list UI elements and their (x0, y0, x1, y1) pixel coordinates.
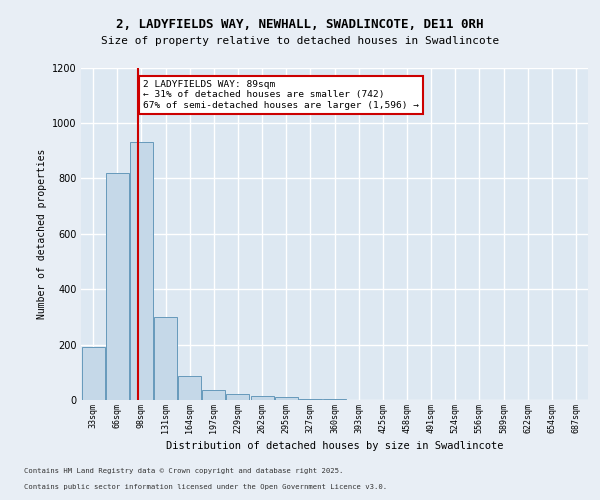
Bar (82, 346, 104, 400)
Bar (226, 394, 250, 400)
Y-axis label: Number of detached properties: Number of detached properties (37, 148, 47, 319)
Text: Contains public sector information licensed under the Open Government Licence v3: Contains public sector information licen… (24, 484, 387, 490)
X-axis label: Distribution of detached houses by size in Swadlincote: Distribution of detached houses by size … (166, 441, 503, 451)
Bar (299, 398, 322, 400)
Text: 2 LADYFIELDS WAY: 89sqm
← 31% of detached houses are smaller (742)
67% of semi-d: 2 LADYFIELDS WAY: 89sqm ← 31% of detache… (143, 80, 419, 110)
Bar (154, 317, 177, 400)
Text: Contains HM Land Registry data © Crown copyright and database right 2025.: Contains HM Land Registry data © Crown c… (24, 468, 343, 473)
Text: Size of property relative to detached houses in Swadlincote: Size of property relative to detached ho… (101, 36, 499, 46)
Bar (106, 173, 128, 400)
Bar (178, 376, 201, 400)
Bar (323, 399, 346, 400)
Bar (130, 142, 153, 400)
Bar (202, 390, 225, 400)
Bar (251, 396, 274, 400)
Bar (275, 397, 298, 400)
Text: 2, LADYFIELDS WAY, NEWHALL, SWADLINCOTE, DE11 0RH: 2, LADYFIELDS WAY, NEWHALL, SWADLINCOTE,… (116, 18, 484, 30)
